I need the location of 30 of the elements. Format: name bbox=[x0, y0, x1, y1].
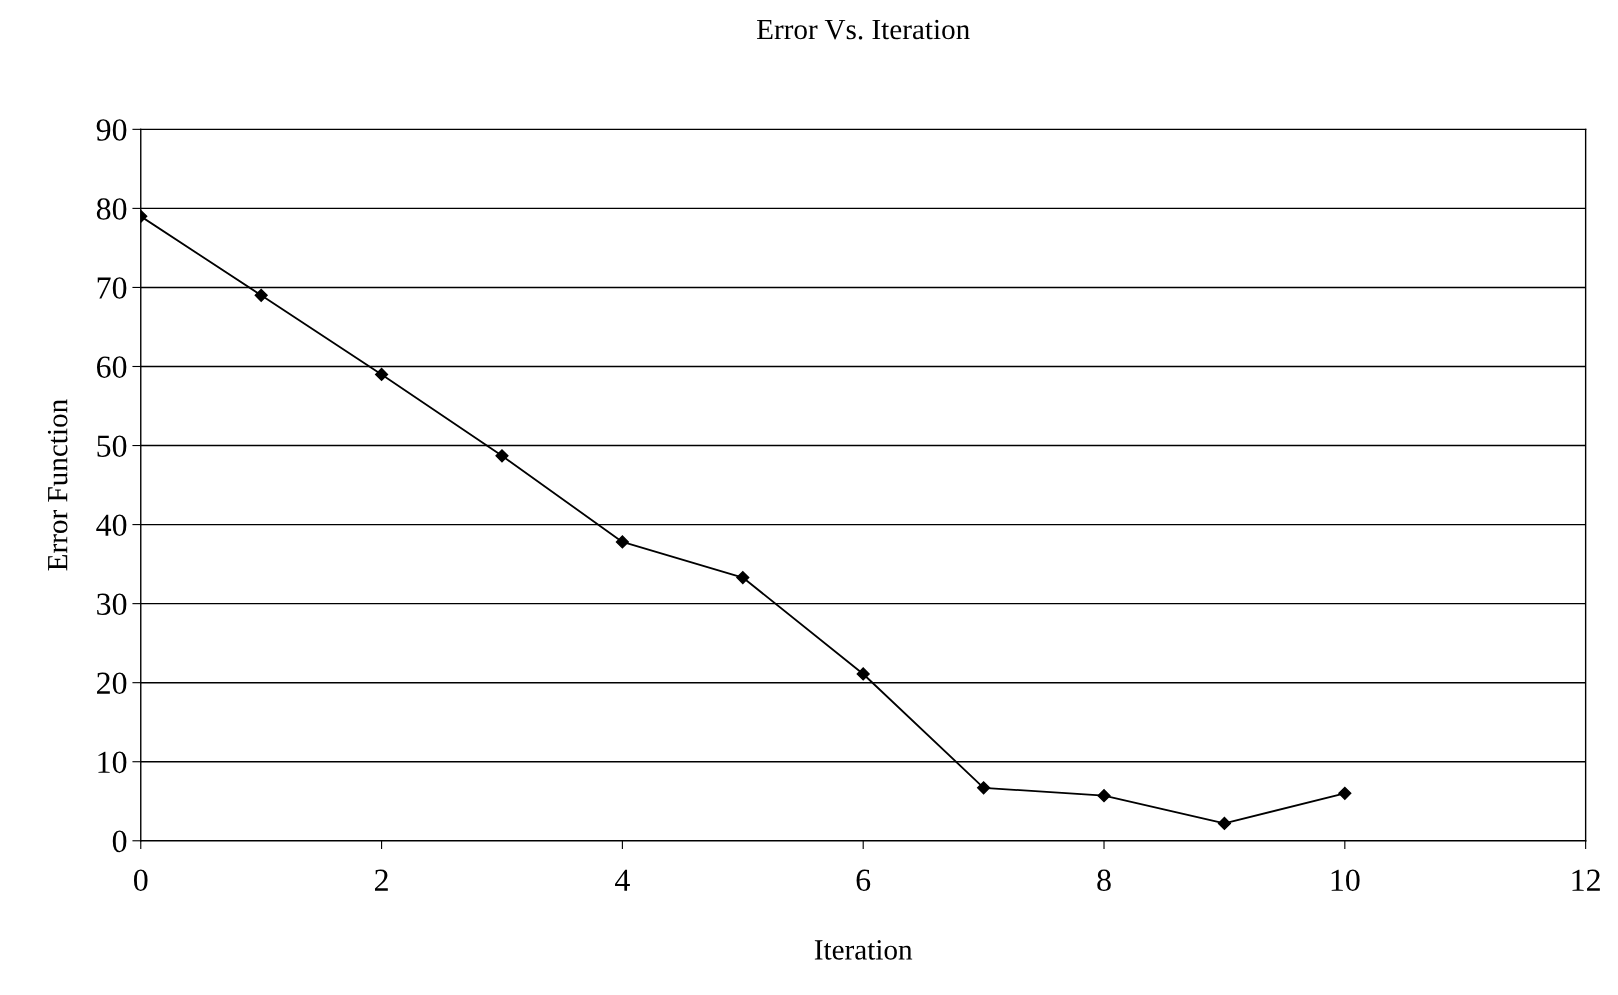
point bbox=[1097, 789, 1111, 803]
point bbox=[1338, 786, 1352, 800]
y-tick-label: 90 bbox=[96, 119, 127, 141]
y-tick-label: 60 bbox=[97, 356, 127, 378]
x-tick-label: 0 bbox=[134, 869, 148, 892]
y-tick-label: 50 bbox=[97, 435, 127, 457]
x-axis-title: Iteration bbox=[814, 940, 913, 960]
x-tick-label: 2 bbox=[374, 869, 388, 891]
y-tick-label: 0 bbox=[112, 830, 127, 853]
point bbox=[615, 535, 629, 549]
x-tick-label: 8 bbox=[1097, 869, 1111, 892]
point bbox=[374, 367, 389, 381]
y-tick-label: 80 bbox=[96, 198, 127, 220]
x-tick-label: 6 bbox=[856, 869, 871, 892]
y-tick-label: 10 bbox=[98, 751, 127, 774]
chart-title: Error Vs. Iteration bbox=[756, 19, 970, 40]
y-tick-label: 70 bbox=[97, 277, 127, 299]
y-axis-title: Error Function bbox=[47, 399, 68, 571]
point bbox=[736, 570, 750, 585]
x-tick-label: 4 bbox=[615, 869, 630, 891]
y-tick-label: 20 bbox=[97, 672, 127, 695]
y-tick-label: 40 bbox=[96, 514, 127, 536]
x-tick-label: 10 bbox=[1331, 869, 1360, 892]
y-tick-label: 30 bbox=[97, 593, 127, 616]
point bbox=[495, 449, 509, 463]
point bbox=[254, 288, 268, 302]
point bbox=[977, 781, 991, 795]
x-tick-label: 12 bbox=[1572, 869, 1600, 891]
point bbox=[856, 667, 870, 681]
point bbox=[1217, 816, 1232, 830]
